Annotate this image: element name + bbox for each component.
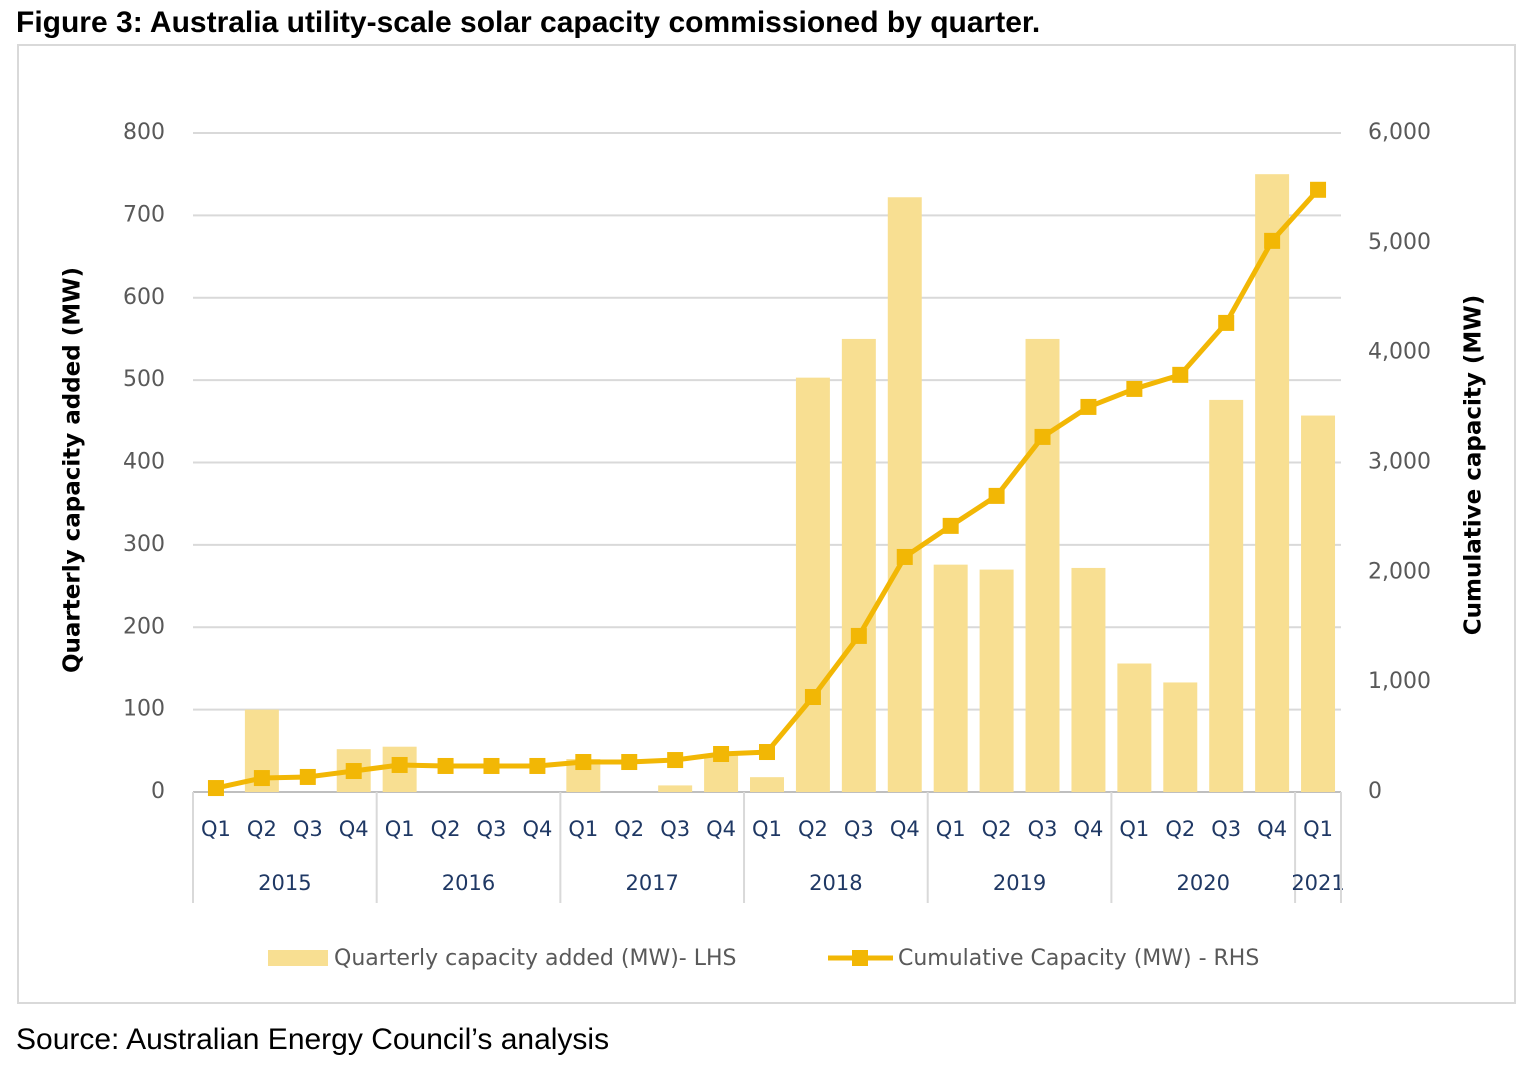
- x-tick-label: Q1: [752, 817, 782, 841]
- bar: [1071, 567, 1106, 792]
- line-marker: [759, 744, 775, 761]
- x-tick-label: Q3: [660, 817, 690, 841]
- line-marker: [1126, 380, 1143, 397]
- line-marker: [667, 752, 684, 769]
- x-tick-label: Q3: [293, 817, 323, 841]
- bar: [979, 569, 1014, 792]
- y-tick-label: 600: [123, 285, 165, 310]
- line-marker: [1034, 428, 1051, 445]
- bar: [795, 377, 830, 792]
- bar: [1117, 663, 1152, 792]
- x-group-label: 2020: [1177, 871, 1230, 895]
- line-marker: [483, 757, 500, 774]
- legend-label: Cumulative Capacity (MW) - RHS: [898, 946, 1259, 971]
- x-tick-label: Q4: [522, 817, 552, 841]
- x-tick-label: Q2: [1165, 817, 1195, 841]
- line-marker: [942, 517, 959, 534]
- x-tick-label: Q4: [890, 817, 920, 841]
- x-tick-label: Q1: [568, 817, 598, 841]
- x-group-label: 2017: [625, 871, 678, 895]
- line-marker: [713, 745, 730, 762]
- chart-frame: [17, 44, 1516, 1004]
- x-tick-label: Q4: [339, 817, 369, 841]
- y-tick-label: 400: [123, 450, 165, 475]
- line-marker: [207, 780, 224, 797]
- x-tick-label: Q3: [844, 817, 874, 841]
- line-marker: [1080, 398, 1097, 415]
- y2-tick-label: 2,000: [1368, 559, 1431, 584]
- bar: [887, 197, 922, 792]
- x-tick-label: Q1: [1119, 817, 1149, 841]
- bar: [750, 777, 784, 792]
- y2-tick-label: 0: [1368, 779, 1382, 804]
- x-tick-label: Q4: [1073, 817, 1103, 841]
- line-marker: [621, 754, 638, 771]
- bar: [1163, 682, 1198, 792]
- line-marker: [1218, 314, 1235, 331]
- y2-tick-label: 5,000: [1368, 230, 1431, 255]
- x-tick-label: Q1: [201, 817, 231, 841]
- line-marker: [850, 627, 867, 644]
- line-marker: [1310, 181, 1327, 198]
- line-marker: [575, 754, 592, 771]
- y-tick-label: 0: [151, 779, 165, 804]
- x-group-label: 2019: [993, 871, 1046, 895]
- x-tick-label: Q1: [1303, 817, 1333, 841]
- line-marker: [896, 548, 913, 565]
- bar: [933, 564, 968, 792]
- bar: [841, 338, 876, 792]
- y-tick-label: 100: [123, 697, 165, 722]
- x-tick-label: Q4: [706, 817, 736, 841]
- x-tick-label: Q1: [936, 817, 966, 841]
- x-group-label: 2018: [809, 871, 862, 895]
- y-tick-label: 200: [123, 614, 165, 639]
- line-marker: [804, 688, 821, 705]
- y-tick-label: 800: [123, 120, 165, 145]
- legend-label: Quarterly capacity added (MW)- LHS: [334, 946, 737, 971]
- x-tick-label: Q1: [385, 817, 415, 841]
- y2-tick-label: 4,000: [1368, 340, 1431, 365]
- line-marker: [391, 756, 408, 773]
- bar: [1025, 338, 1060, 792]
- legend-swatch: [852, 950, 868, 966]
- chart-title: Figure 3: Australia utility-scale solar …: [16, 6, 1040, 39]
- x-tick-label: Q3: [477, 817, 507, 841]
- x-tick-label: Q2: [247, 817, 277, 841]
- bar: [658, 785, 693, 792]
- line-marker: [529, 757, 546, 774]
- x-tick-label: Q3: [1028, 817, 1058, 841]
- y2-tick-label: 3,000: [1368, 450, 1431, 475]
- bar: [1255, 174, 1290, 792]
- line-marker: [1172, 366, 1189, 383]
- bar: [1209, 399, 1244, 792]
- x-tick-label: Q2: [614, 817, 644, 841]
- line-marker: [988, 487, 1005, 504]
- x-group-label: 2016: [442, 871, 495, 895]
- line-marker: [1264, 232, 1281, 249]
- legend-swatch: [268, 950, 328, 966]
- line-marker: [437, 757, 454, 774]
- x-tick-label: Q4: [1257, 817, 1287, 841]
- line-marker: [345, 763, 362, 780]
- line-marker: [299, 768, 316, 785]
- bar: [1301, 415, 1336, 792]
- y-tick-label: 500: [123, 367, 165, 392]
- x-group-label: 2021: [1291, 871, 1344, 895]
- y-tick-label: 300: [123, 532, 165, 557]
- y-tick-label: 700: [123, 202, 165, 227]
- y2-tick-label: 6,000: [1368, 120, 1431, 145]
- y2-tick-label: 1,000: [1368, 669, 1431, 694]
- x-group-label: 2015: [258, 871, 311, 895]
- x-tick-label: Q3: [1211, 817, 1241, 841]
- source-note: Source: Australian Energy Council’s anal…: [16, 1023, 609, 1056]
- y2-axis-title: Cumulative capacity (MW): [1461, 295, 1487, 635]
- y-axis-title: Quarterly capacity added (MW): [60, 267, 86, 673]
- x-tick-label: Q2: [431, 817, 461, 841]
- x-tick-label: Q2: [798, 817, 828, 841]
- x-tick-label: Q2: [982, 817, 1012, 841]
- line-marker: [253, 770, 270, 787]
